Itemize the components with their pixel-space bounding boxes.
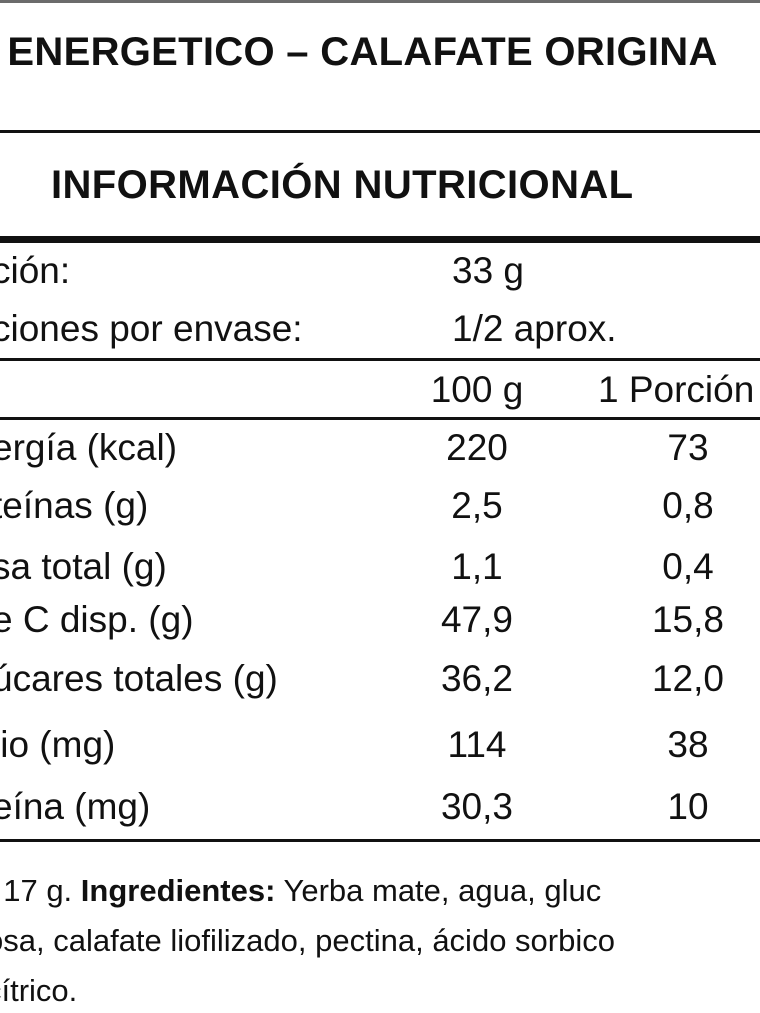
nutrient-label: e C disp. (g) (0, 599, 194, 640)
nutrient-value-100g: 114 (447, 724, 507, 765)
servings-per-pack-label: ciones por envase: (0, 308, 303, 349)
ingredients-list-part: Yerba mate, agua, gluc (275, 873, 602, 908)
nutrient-label: lio (mg) (0, 724, 116, 765)
ingredients-line-2: osa, calafate liofilizado, pectina, ácid… (0, 923, 615, 958)
serving-size-label: ción: (0, 250, 71, 291)
ingredients-text: : 17 g. Ingredientes: Yerba mate, agua, … (0, 866, 760, 1013)
nutrient-value-portion: 38 (667, 724, 709, 765)
nutrient-value-100g: 2,5 (451, 485, 503, 526)
ingredients-line-1: : 17 g. Ingredientes: Yerba mate, agua, … (0, 866, 760, 916)
column-header-100g: 100 g (430, 369, 524, 410)
product-title: L ENERGETICO – CALAFATE ORIGINA (0, 30, 718, 74)
divider-thin (0, 839, 760, 842)
nutrient-value-portion: 12,0 (651, 658, 724, 699)
serving-size-value: 33 g (452, 250, 525, 291)
nutrient-value-100g: 30,3 (440, 786, 513, 827)
nutrient-value-100g: 36,2 (440, 658, 513, 699)
divider-thin (0, 417, 760, 420)
section-title: INFORMACIÓN NUTRICIONAL (51, 163, 634, 207)
ingredients-label: Ingredientes: (80, 873, 276, 908)
net-weight-text: : 17 g. (0, 873, 73, 908)
divider-thin (0, 358, 760, 361)
nutrient-value-portion: 15,8 (651, 599, 724, 640)
nutrient-label: teínas (g) (0, 485, 149, 526)
nutrient-label: sa total (g) (0, 546, 167, 587)
nutrient-value-100g: 47,9 (440, 599, 513, 640)
nutrient-value-portion: 0,8 (662, 485, 714, 526)
column-header-portion: 1 Porción (598, 369, 755, 410)
nutrient-value-100g: 220 (446, 427, 508, 468)
nutrient-value-portion: 0,4 (662, 546, 714, 587)
nutrient-label: úcares totales (g) (0, 658, 278, 699)
nutrient-value-100g: 1,1 (451, 546, 503, 587)
servings-per-pack-value: 1/2 aprox. (452, 308, 617, 349)
top-border (0, 0, 760, 3)
nutrient-label: eína (mg) (0, 786, 151, 827)
ingredients-line-3: cítrico. (0, 973, 78, 1008)
divider-thick (0, 236, 760, 243)
nutrient-value-portion: 73 (667, 427, 709, 468)
divider-thin (0, 130, 760, 133)
nutrient-value-portion: 10 (667, 786, 709, 827)
nutrient-label: ergía (kcal) (0, 427, 178, 468)
